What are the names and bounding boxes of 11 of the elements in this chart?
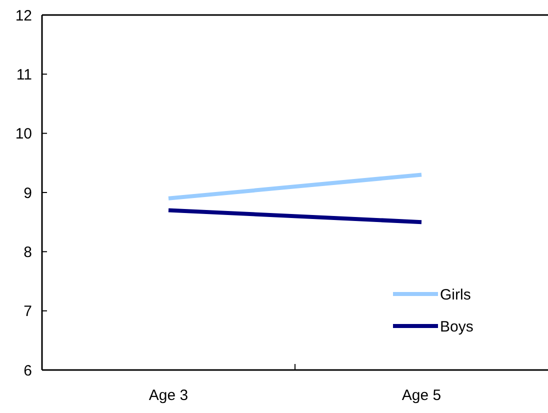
y-tick-label: 8 (24, 244, 32, 261)
y-tick-label: 11 (16, 66, 32, 84)
legend-label: Girls (440, 286, 471, 304)
y-tick-label: 9 (24, 184, 32, 202)
legend-label: Boys (440, 318, 474, 336)
y-tick-label: 12 (15, 7, 32, 24)
y-tick-label: 10 (15, 126, 32, 143)
y-tick-label: 6 (24, 362, 32, 380)
y-tick-label: 7 (24, 303, 32, 320)
x-tick-label: Age 5 (402, 387, 442, 404)
x-tick-label: Age 3 (148, 387, 188, 404)
